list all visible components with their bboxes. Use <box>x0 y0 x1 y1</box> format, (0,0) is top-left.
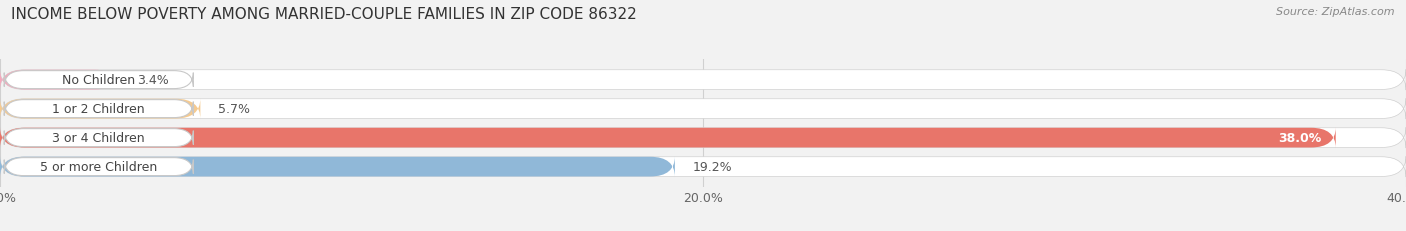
Text: 5 or more Children: 5 or more Children <box>41 160 157 173</box>
Text: 1 or 2 Children: 1 or 2 Children <box>52 103 145 116</box>
FancyBboxPatch shape <box>4 158 194 176</box>
Text: No Children: No Children <box>62 74 135 87</box>
Text: 3 or 4 Children: 3 or 4 Children <box>52 131 145 145</box>
FancyBboxPatch shape <box>0 99 1406 120</box>
FancyBboxPatch shape <box>4 100 194 118</box>
FancyBboxPatch shape <box>0 157 675 177</box>
Text: 5.7%: 5.7% <box>218 103 250 116</box>
FancyBboxPatch shape <box>0 157 1406 177</box>
FancyBboxPatch shape <box>4 129 194 147</box>
FancyBboxPatch shape <box>0 70 120 91</box>
FancyBboxPatch shape <box>0 128 1406 149</box>
FancyBboxPatch shape <box>0 70 1406 91</box>
Text: 38.0%: 38.0% <box>1278 131 1322 145</box>
FancyBboxPatch shape <box>0 128 1336 149</box>
FancyBboxPatch shape <box>0 99 200 120</box>
Text: 3.4%: 3.4% <box>136 74 169 87</box>
FancyBboxPatch shape <box>4 71 194 89</box>
Text: INCOME BELOW POVERTY AMONG MARRIED-COUPLE FAMILIES IN ZIP CODE 86322: INCOME BELOW POVERTY AMONG MARRIED-COUPL… <box>11 7 637 22</box>
Text: Source: ZipAtlas.com: Source: ZipAtlas.com <box>1277 7 1395 17</box>
Text: 19.2%: 19.2% <box>692 160 733 173</box>
